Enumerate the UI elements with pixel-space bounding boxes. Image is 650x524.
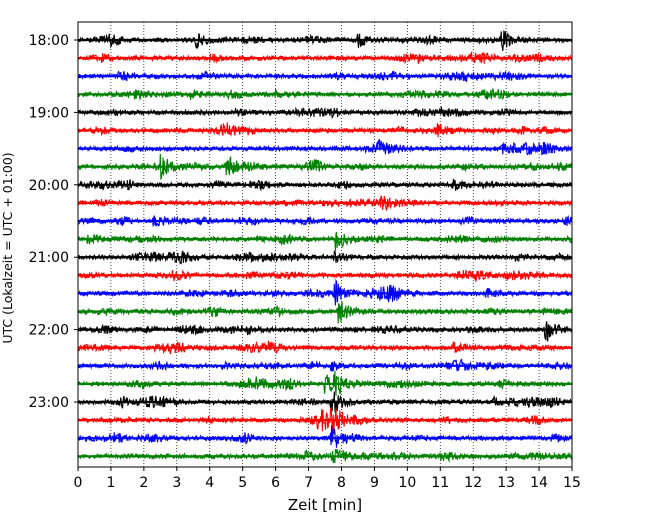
y-tick-label-3: 21:00 [29, 250, 69, 266]
x-tick-label-11: 11 [431, 475, 449, 491]
trace-21 [77, 407, 573, 437]
trace-17 [77, 340, 573, 355]
x-tick-label-10: 10 [398, 475, 416, 491]
x-tick-label-3: 3 [172, 475, 181, 491]
trace-16 [77, 321, 573, 342]
x-axis-label: Zeit [min] [288, 496, 362, 514]
x-tick-label-14: 14 [530, 475, 548, 491]
axis-layer: 0 1 2 3 4 5 6 7 8 9 10 11 12 13 14 1518:0019:0020:0021:… [29, 21, 581, 491]
x-tick-label-5: 5 [238, 475, 247, 491]
x-tick-label-8: 8 [337, 475, 346, 491]
x-tick-label-2: 2 [139, 475, 148, 491]
y-tick-label-2: 20:00 [29, 178, 69, 194]
x-tick-label-12: 12 [464, 475, 482, 491]
trace-layer [77, 30, 573, 464]
x-tick-label-6: 6 [271, 475, 280, 491]
plot-frame [77, 21, 573, 468]
y-tick-label-0: 18:00 [29, 33, 69, 49]
y-axis-label: UTC (Lokalzeit = UTC + 01:00) [0, 152, 15, 343]
x-tick-label-15: 15 [563, 475, 581, 491]
y-tick-label-4: 22:00 [29, 323, 69, 339]
x-tick-label-0: 0 [74, 475, 83, 491]
trace-6 [77, 138, 573, 156]
x-tick-label-1: 1 [106, 475, 115, 491]
x-tick-label-4: 4 [205, 475, 214, 491]
trace-11 [78, 231, 573, 252]
trace-13 [77, 269, 573, 282]
y-tick-label-1: 19:00 [29, 105, 69, 121]
y-tick-label-5: 23:00 [29, 395, 69, 411]
x-tick-label-13: 13 [497, 475, 515, 491]
x-tick-label-9: 9 [370, 475, 379, 491]
x-tick-label-7: 7 [304, 475, 313, 491]
